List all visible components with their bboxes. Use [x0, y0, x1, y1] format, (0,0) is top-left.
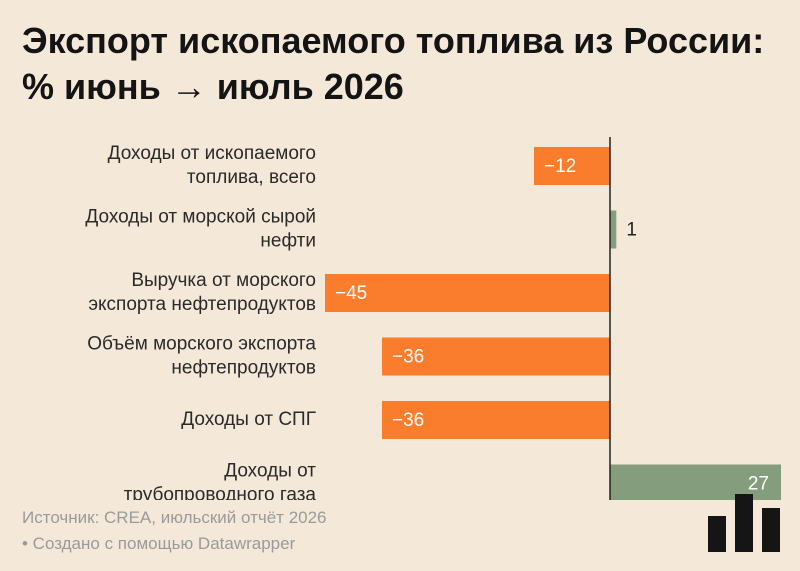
- category-label: Доходы от трубопроводного газа: [124, 461, 317, 500]
- bar: [382, 401, 610, 439]
- bar: [534, 147, 610, 185]
- source-note: Источник: CREA, июльский отчёт 2026: [22, 508, 327, 527]
- value-label: −36: [392, 410, 424, 431]
- credit-note: • Создано с помощью Datawrapper: [22, 534, 296, 553]
- bar-chart: −12 Доходы от ископаемого топлива, всего 1 Д…: [85, 137, 781, 500]
- value-label: 27: [748, 474, 769, 495]
- value-label: 1: [626, 220, 637, 241]
- value-label: −36: [392, 347, 424, 368]
- bar: [610, 210, 617, 249]
- chart-title: Экспорт ископаемого топлива из России: %…: [22, 20, 765, 107]
- category-label: Объём морского экспорта нефтепродуктов: [87, 334, 316, 379]
- value-label: −12: [544, 156, 576, 177]
- bar: [382, 337, 610, 376]
- value-label: −45: [335, 283, 367, 304]
- category-label: Доходы от морской сырой нефти: [85, 207, 316, 252]
- bar: [325, 274, 610, 312]
- category-label: Выручка от морского экспорта нефтепродукт…: [88, 270, 316, 315]
- category-label: Доходы от СПГ: [181, 409, 316, 430]
- category-label: Доходы от ископаемого топлива, всего: [108, 143, 316, 188]
- datawrapper-logo-icon: [708, 494, 780, 552]
